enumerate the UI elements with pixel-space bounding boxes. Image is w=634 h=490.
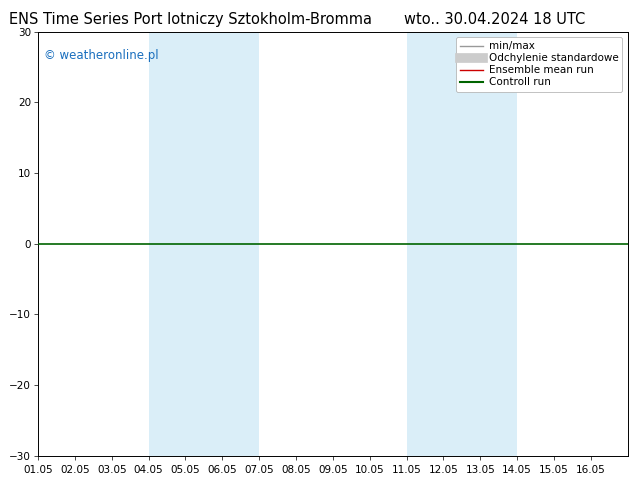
Text: © weatheronline.pl: © weatheronline.pl — [44, 49, 158, 62]
Text: ENS Time Series Port lotniczy Sztokholm-Bromma: ENS Time Series Port lotniczy Sztokholm-… — [9, 12, 372, 27]
Legend: min/max, Odchylenie standardowe, Ensemble mean run, Controll run: min/max, Odchylenie standardowe, Ensembl… — [456, 37, 623, 92]
Text: wto.. 30.04.2024 18 UTC: wto.. 30.04.2024 18 UTC — [404, 12, 585, 27]
Bar — [148, 32, 259, 456]
Bar — [406, 32, 517, 456]
